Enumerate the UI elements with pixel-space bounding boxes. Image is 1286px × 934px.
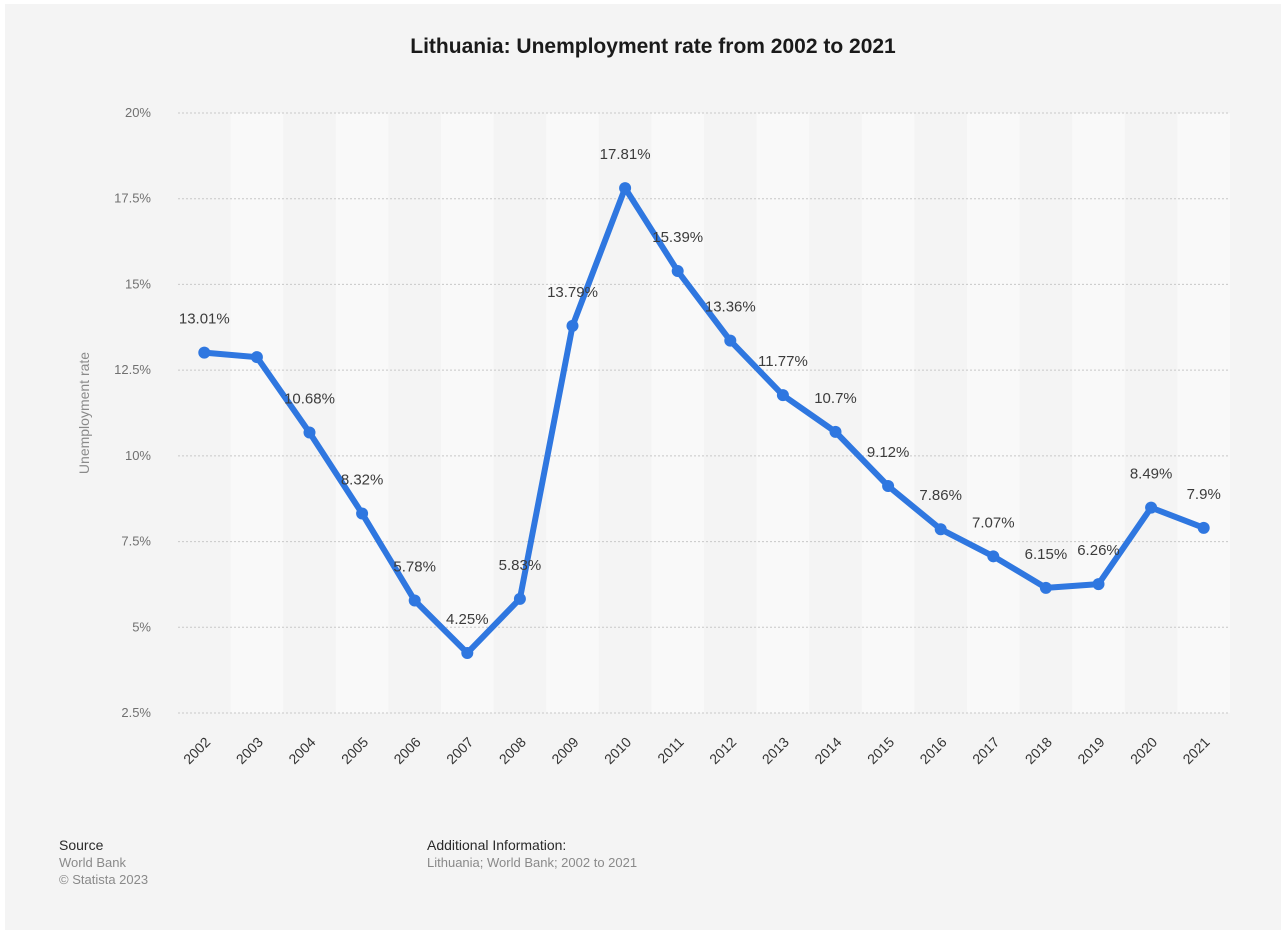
x-tick-label: 2021 bbox=[1179, 734, 1212, 767]
data-label: 7.07% bbox=[972, 514, 1015, 531]
y-tick-label: 5% bbox=[132, 619, 151, 634]
x-tick-label: 2006 bbox=[390, 734, 423, 767]
series-unemployment-rate bbox=[198, 182, 1210, 659]
data-point bbox=[1092, 578, 1105, 591]
data-label: 8.32% bbox=[341, 471, 384, 488]
x-tick-label: 2010 bbox=[601, 734, 634, 767]
additional-info-text: Lithuania; World Bank; 2002 to 2021 bbox=[427, 855, 638, 870]
column-band bbox=[230, 113, 284, 713]
x-tick-label: 2011 bbox=[654, 734, 687, 767]
column-band bbox=[861, 113, 915, 713]
column-band bbox=[756, 113, 810, 713]
data-label: 13.79% bbox=[547, 284, 598, 301]
data-point bbox=[566, 319, 579, 332]
y-tick-label: 10% bbox=[125, 448, 151, 463]
data-label: 9.12% bbox=[867, 444, 910, 461]
x-tick-label: 2002 bbox=[180, 734, 213, 767]
source-block: Source World Bank © Statista 2023 bbox=[59, 837, 148, 888]
data-label: 13.01% bbox=[179, 311, 230, 328]
data-point bbox=[724, 334, 737, 347]
data-label: 11.77% bbox=[758, 353, 808, 370]
data-point bbox=[882, 480, 895, 493]
data-point bbox=[1039, 581, 1052, 594]
y-axis-label: Unemployment rate bbox=[76, 352, 92, 474]
x-tick-label: 2009 bbox=[548, 734, 581, 767]
column-band bbox=[651, 113, 704, 713]
y-tick-label: 20% bbox=[125, 105, 151, 120]
data-point bbox=[619, 182, 632, 195]
x-tick-label: 2008 bbox=[496, 734, 529, 767]
additional-info-block: Additional Information: Lithuania; World… bbox=[427, 837, 637, 871]
additional-info-heading: Additional Information: bbox=[427, 837, 567, 853]
chart-card: Lithuania: Unemployment rate from 2002 t… bbox=[5, 4, 1281, 930]
x-tick-label: 2016 bbox=[916, 734, 949, 767]
series-line bbox=[201, 185, 1207, 656]
source-heading: Source bbox=[59, 837, 104, 853]
x-tick-label: 2004 bbox=[285, 734, 318, 767]
y-tick-label: 2.5% bbox=[121, 705, 151, 720]
x-tick-label: 2020 bbox=[1127, 734, 1160, 767]
data-point bbox=[408, 594, 421, 607]
x-tick-label: 2012 bbox=[706, 734, 739, 767]
x-tick-label: 2013 bbox=[759, 734, 792, 767]
data-point bbox=[829, 425, 842, 438]
copyright-text: © Statista 2023 bbox=[59, 872, 149, 887]
data-label: 7.86% bbox=[919, 487, 962, 504]
y-tick-label: 12.5% bbox=[114, 362, 151, 377]
x-tick-label: 2019 bbox=[1074, 734, 1107, 767]
column-bands bbox=[230, 113, 1230, 713]
data-point bbox=[513, 592, 526, 605]
data-point bbox=[250, 351, 263, 364]
chart-title: Lithuania: Unemployment rate from 2002 t… bbox=[410, 35, 896, 58]
x-tick-label: 2005 bbox=[338, 734, 371, 767]
data-point bbox=[356, 507, 369, 520]
data-label: 10.68% bbox=[284, 391, 335, 408]
data-label: 15.39% bbox=[652, 229, 703, 246]
x-tick-label: 2003 bbox=[233, 734, 266, 767]
y-tick-label: 15% bbox=[125, 276, 151, 291]
data-point bbox=[303, 426, 316, 439]
data-label: 17.81% bbox=[600, 146, 651, 163]
grid-lines bbox=[178, 112, 1230, 714]
data-label: 6.26% bbox=[1077, 542, 1120, 559]
data-point bbox=[671, 265, 684, 278]
data-label: 5.78% bbox=[393, 559, 436, 576]
data-labels: 13.01% 10.68% 8.32% 5.78% 4.25% 5.83% 13.79% 17… bbox=[179, 146, 1221, 628]
y-tick-label: 17.5% bbox=[114, 191, 151, 206]
x-tick-label: 2018 bbox=[1022, 734, 1055, 767]
data-point bbox=[461, 647, 474, 659]
data-label: 13.36% bbox=[705, 299, 756, 316]
x-tick-label: 2017 bbox=[969, 734, 1002, 767]
data-label: 10.7% bbox=[814, 390, 857, 407]
column-band bbox=[1177, 113, 1230, 713]
column-band bbox=[335, 113, 389, 713]
x-tick-label: 2014 bbox=[811, 734, 844, 767]
x-tick-label: 2015 bbox=[864, 734, 897, 767]
y-tick-label: 7.5% bbox=[121, 534, 151, 549]
column-band bbox=[441, 113, 494, 713]
column-band bbox=[1072, 113, 1125, 713]
x-axis-ticks: 2002 2003 2004 2005 2006 2007 2008 2009 2010 2011… bbox=[180, 734, 1213, 767]
x-tick-label: 2007 bbox=[443, 734, 476, 767]
data-point bbox=[198, 346, 211, 359]
data-point bbox=[934, 523, 947, 536]
data-point bbox=[1145, 501, 1158, 514]
data-point bbox=[776, 389, 789, 402]
data-point bbox=[987, 550, 1000, 563]
y-axis-ticks: 2.5% 5% 7.5% 10% 12.5% 15% 17.5% 20% bbox=[114, 105, 151, 720]
data-label: 6.15% bbox=[1025, 546, 1068, 563]
data-label: 5.83% bbox=[499, 557, 542, 574]
data-label: 7.9% bbox=[1187, 486, 1221, 503]
data-label: 8.49% bbox=[1130, 466, 1173, 483]
source-name: World Bank bbox=[59, 855, 126, 870]
data-point bbox=[1197, 521, 1210, 534]
column-band bbox=[967, 113, 1020, 713]
data-label: 4.25% bbox=[446, 611, 489, 628]
